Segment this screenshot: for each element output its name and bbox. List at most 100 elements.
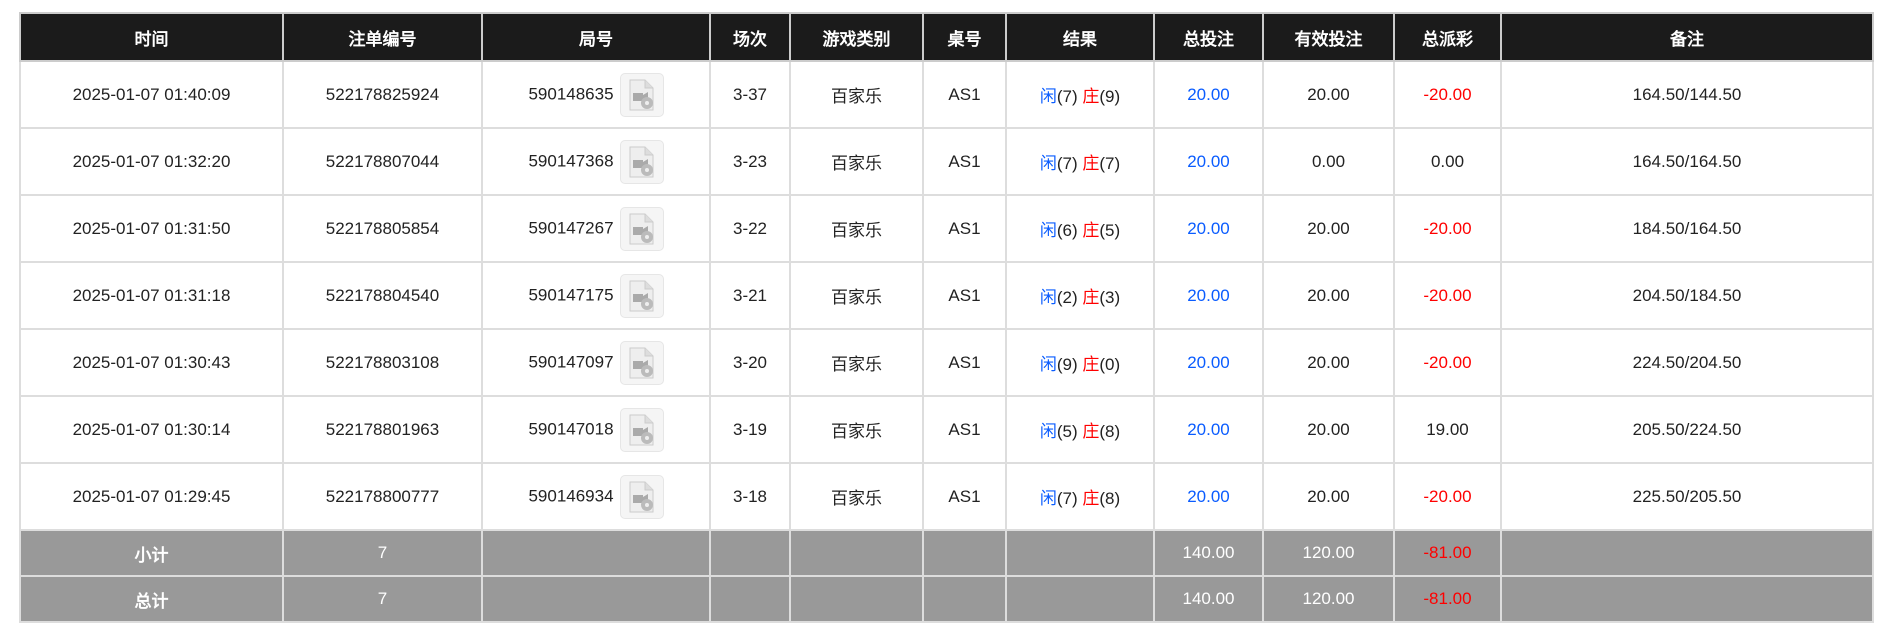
banker-label: 庄: [1082, 422, 1100, 441]
total-bet: 20.00: [1153, 127, 1264, 196]
valid-bet: 20.00: [1262, 328, 1395, 397]
round-cell: 590147267: [481, 194, 711, 263]
result: 闲(2) 庄(3): [1005, 261, 1155, 330]
table-no: AS1: [922, 395, 1007, 464]
player-label: 闲: [1039, 221, 1057, 240]
banker-score: (9): [1099, 87, 1121, 106]
game-type: 百家乐: [789, 194, 924, 263]
video-replay-icon[interactable]: [619, 72, 664, 117]
grandtotal-valid: 120.00: [1262, 575, 1395, 623]
total-bet: 20.00: [1153, 60, 1264, 129]
player-score: (6): [1056, 221, 1078, 240]
player-score: (9): [1056, 355, 1078, 374]
round-cell: 590147368: [481, 127, 711, 196]
note: 164.50/144.50: [1500, 60, 1874, 129]
valid-bet: 20.00: [1262, 395, 1395, 464]
bet-time: 2025-01-07 01:32:20: [19, 127, 284, 196]
video-replay-icon[interactable]: [619, 340, 664, 385]
player-label: 闲: [1039, 489, 1057, 508]
payout: -20.00: [1393, 194, 1502, 263]
subtotal-total: 140.00: [1153, 529, 1264, 577]
banker-score: (8): [1099, 422, 1121, 441]
banker-label: 庄: [1082, 489, 1100, 508]
bet-id: 522178805854: [282, 194, 483, 263]
grandtotal-row: 总计 7 140.00 120.00 -81.00: [19, 575, 1874, 623]
note: 184.50/164.50: [1500, 194, 1874, 263]
total-bet: 20.00: [1153, 328, 1264, 397]
total-bet: 20.00: [1153, 395, 1264, 464]
column-header: 场次: [709, 12, 791, 62]
payout: -20.00: [1393, 60, 1502, 129]
shoe: 3-20: [709, 328, 791, 397]
round-cell: 590146934: [481, 462, 711, 531]
note: 225.50/205.50: [1500, 462, 1874, 531]
bet-time: 2025-01-07 01:29:45: [19, 462, 284, 531]
video-replay-icon[interactable]: [619, 474, 664, 519]
valid-bet: 20.00: [1262, 60, 1395, 129]
banker-score: (3): [1099, 288, 1121, 307]
round-id: 590147018: [528, 418, 614, 438]
bet-id: 522178803108: [282, 328, 483, 397]
grandtotal-payout: -81.00: [1393, 575, 1502, 623]
total-bet: 20.00: [1153, 261, 1264, 330]
round-cell: 590147018: [481, 395, 711, 464]
column-header: 备注: [1500, 12, 1874, 62]
banker-score: (7): [1099, 154, 1121, 173]
grandtotal-label: 总计: [19, 575, 284, 623]
banker-score: (0): [1099, 355, 1121, 374]
valid-bet: 0.00: [1262, 127, 1395, 196]
game-type: 百家乐: [789, 261, 924, 330]
table-no: AS1: [922, 60, 1007, 129]
subtotal-payout: -81.00: [1393, 529, 1502, 577]
banker-score: (5): [1099, 221, 1121, 240]
player-score: (7): [1056, 489, 1078, 508]
table-no: AS1: [922, 194, 1007, 263]
game-type: 百家乐: [789, 127, 924, 196]
round-id: 590147175: [528, 284, 614, 304]
video-replay-icon[interactable]: [619, 139, 664, 184]
column-header: 桌号: [922, 12, 1007, 62]
table-row: 2025-01-07 01:31:18 522178804540 5901471…: [19, 261, 1874, 330]
bet-records-table: 时间 注单编号 局号 场次 游戏类别 桌号 结果 总投注 有效投注 总派彩 备注 2025-01-0…: [19, 12, 1874, 623]
result: 闲(9) 庄(0): [1005, 328, 1155, 397]
player-score: (2): [1056, 288, 1078, 307]
note: 224.50/204.50: [1500, 328, 1874, 397]
player-label: 闲: [1039, 288, 1057, 307]
round-id: 590147097: [528, 351, 614, 371]
banker-label: 庄: [1082, 288, 1100, 307]
payout: 0.00: [1393, 127, 1502, 196]
video-replay-icon[interactable]: [619, 407, 664, 452]
table-row: 2025-01-07 01:40:09 522178825924 5901486…: [19, 60, 1874, 129]
round-cell: 590148635: [481, 60, 711, 129]
video-replay-icon[interactable]: [619, 273, 664, 318]
subtotal-row: 小计 7 140.00 120.00 -81.00: [19, 529, 1874, 577]
valid-bet: 20.00: [1262, 194, 1395, 263]
result: 闲(7) 庄(8): [1005, 462, 1155, 531]
shoe: 3-37: [709, 60, 791, 129]
table-row: 2025-01-07 01:31:50 522178805854 5901472…: [19, 194, 1874, 263]
note: 204.50/184.50: [1500, 261, 1874, 330]
video-replay-icon[interactable]: [619, 206, 664, 251]
bet-time: 2025-01-07 01:40:09: [19, 60, 284, 129]
valid-bet: 20.00: [1262, 462, 1395, 531]
game-type: 百家乐: [789, 395, 924, 464]
table-no: AS1: [922, 261, 1007, 330]
subtotal-count: 7: [282, 529, 483, 577]
bet-time: 2025-01-07 01:30:14: [19, 395, 284, 464]
shoe: 3-21: [709, 261, 791, 330]
round-id: 590146934: [528, 485, 614, 505]
player-label: 闲: [1039, 422, 1057, 441]
shoe: 3-19: [709, 395, 791, 464]
shoe: 3-22: [709, 194, 791, 263]
table-row: 2025-01-07 01:30:43 522178803108 5901470…: [19, 328, 1874, 397]
banker-label: 庄: [1082, 87, 1100, 106]
bet-id: 522178800777: [282, 462, 483, 531]
table-header: 时间 注单编号 局号 场次 游戏类别 桌号 结果 总投注 有效投注 总派彩 备注: [19, 12, 1874, 62]
total-bet: 20.00: [1153, 462, 1264, 531]
bet-time: 2025-01-07 01:31:50: [19, 194, 284, 263]
column-header: 总派彩: [1393, 12, 1502, 62]
column-header: 结果: [1005, 12, 1155, 62]
player-score: (5): [1056, 422, 1078, 441]
total-bet: 20.00: [1153, 194, 1264, 263]
result: 闲(7) 庄(9): [1005, 60, 1155, 129]
